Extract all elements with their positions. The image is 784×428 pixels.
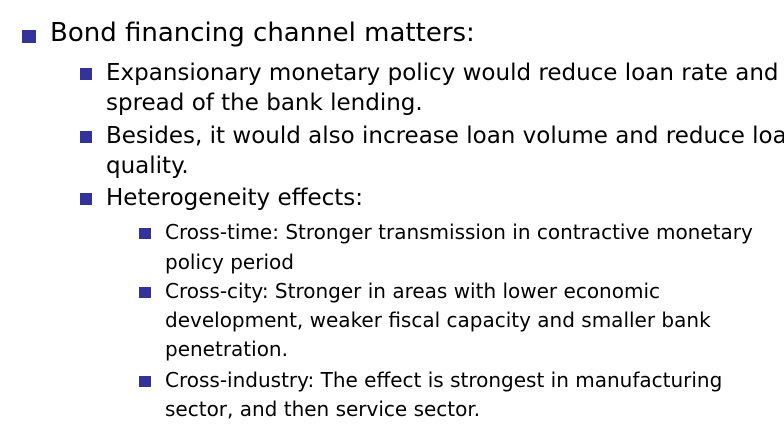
bullet-text-line: penetration. bbox=[165, 337, 288, 361]
bullet-text-line: Besides, it would also increase loan vol… bbox=[106, 123, 784, 149]
bullet-square-icon bbox=[80, 68, 92, 80]
bullet-text-line: Cross-city: Stronger in areas with lower… bbox=[165, 279, 660, 303]
bullet-text-line: quality. bbox=[106, 153, 189, 179]
bullet-text-line: Cross-time: Stronger transmission in con… bbox=[165, 220, 753, 244]
bullet-text-line: policy period bbox=[165, 250, 294, 274]
bullet-text-line: sector, and then service sector. bbox=[165, 397, 481, 421]
bullet-square-icon bbox=[22, 30, 36, 43]
bullet-square-icon bbox=[139, 376, 151, 387]
bullet-text: Bond financing channel matters: bbox=[50, 18, 475, 48]
bullet-square-icon bbox=[80, 193, 92, 205]
bullet-text-line: development, weaker fiscal capacity and … bbox=[165, 308, 711, 332]
bullet-text-line: Cross-industry: The effect is strongest … bbox=[165, 368, 723, 392]
bullet-square-icon bbox=[80, 131, 92, 143]
bullet-square-icon bbox=[139, 228, 151, 239]
bullet-text-line: Expansionary monetary policy would reduc… bbox=[106, 60, 779, 86]
bullet-square-icon bbox=[139, 287, 151, 298]
bullet-text-line: Heterogeneity effects: bbox=[106, 185, 363, 211]
bullet-text-line: spread of the bank lending. bbox=[106, 90, 423, 116]
